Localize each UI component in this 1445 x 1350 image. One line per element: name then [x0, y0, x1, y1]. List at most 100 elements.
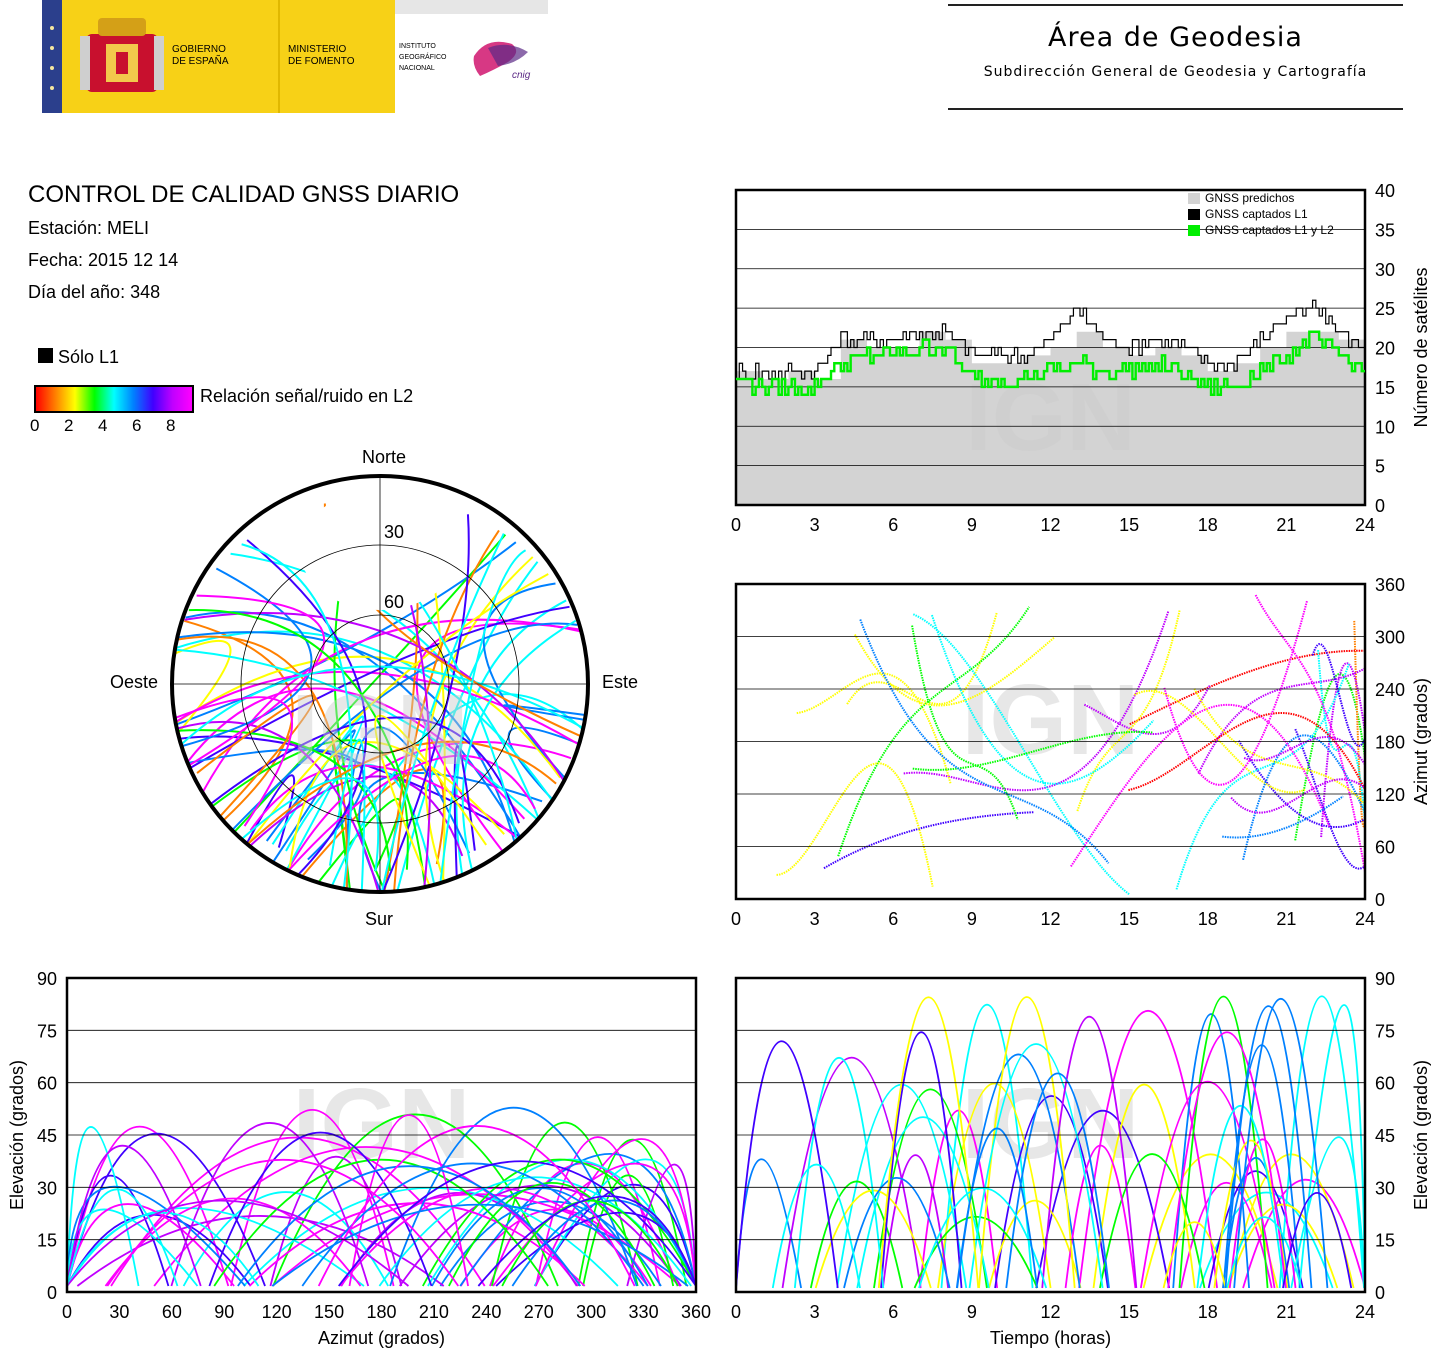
elevation-azimuth-track — [491, 1121, 639, 1287]
elevation-time-track — [1298, 1004, 1366, 1289]
elevation-azimuth-xtick-label: 180 — [366, 1302, 396, 1322]
elevation-azimuth-track — [170, 1122, 370, 1287]
elevation-time-xtick-label: 12 — [1040, 1302, 1060, 1322]
skyplot-track — [265, 729, 356, 863]
elevation-azimuth-track — [66, 1188, 179, 1287]
elevation-time-track — [1199, 1191, 1334, 1289]
elevation-azimuth-ytick-label: 45 — [37, 1126, 57, 1146]
skyplot-track — [196, 694, 316, 818]
elevation-azimuth-track — [271, 1203, 689, 1287]
snr-tick-4: 4 — [98, 416, 108, 435]
elevation-azimuth-xlabel: Azimut (grados) — [318, 1328, 445, 1348]
header-logos: GOBIERNO DE ESPAÑA MINISTERIO DE FOMENTO… — [42, 0, 548, 113]
elevation-time-ytick-label: 75 — [1375, 1021, 1395, 1041]
elevation-azimuth-ytick-label: 60 — [37, 1074, 57, 1094]
azimuth-time-ytick-label: 360 — [1375, 575, 1405, 595]
elevation-time-grid — [736, 1029, 1365, 1241]
series-l1l2-line — [736, 330, 1365, 396]
satellite-count-chart: IGN 0 5 10 15 20 25 30 35 40 0 3 6 9 12 15 18 21 24 Número … — [731, 181, 1431, 535]
ministry-label-1: MINISTERIO — [288, 44, 347, 55]
elevation-azimuth-track — [213, 1159, 549, 1287]
azimuth-track — [1128, 712, 1366, 792]
elevation-time-track — [940, 1004, 1034, 1289]
satellite-count-xtick-label: 21 — [1276, 515, 1296, 535]
elevation-time-xtick-label: 3 — [810, 1302, 820, 1322]
elevation-time-track — [793, 1056, 885, 1289]
satellite-count-ytick-label: 10 — [1375, 417, 1395, 437]
satellite-count-ytick-label: 5 — [1375, 457, 1385, 477]
skyplot-track — [175, 648, 539, 821]
azimuth-track — [1243, 736, 1366, 766]
elevation-azimuth-xtick-label: 60 — [162, 1302, 182, 1322]
satellite-count-xtick-label: 18 — [1198, 515, 1218, 535]
azimuth-track — [1320, 662, 1366, 838]
elevation-azimuth-track — [66, 1203, 235, 1287]
elevation-time-track — [1278, 995, 1365, 1289]
azimuth-tracks — [776, 594, 1366, 896]
skyplot-track — [393, 529, 500, 892]
skyplot-track — [240, 777, 380, 872]
elevation-time-track — [1196, 1105, 1285, 1289]
skyplot-west-label: Oeste — [110, 672, 158, 692]
elevation-azimuth-track — [66, 1145, 202, 1287]
elevation-time-ytick-label: 15 — [1375, 1231, 1395, 1251]
snr-tick-2: 2 — [64, 416, 74, 435]
azimuth-track — [1083, 684, 1211, 735]
skyplot-north-label: Norte — [362, 447, 406, 467]
elevation-time-ytick-label: 90 — [1375, 969, 1395, 989]
elevation-azimuth-track — [338, 1160, 697, 1287]
azimuth-track — [912, 613, 1131, 896]
skyplot-track — [188, 594, 325, 767]
skyplot-track — [301, 768, 445, 878]
azimuth-track — [1197, 667, 1366, 775]
azimuth-time-ytick-label: 0 — [1375, 890, 1385, 910]
skyplot-track — [381, 514, 470, 892]
satellite-count-ytick-label: 20 — [1375, 339, 1395, 359]
elevation-azimuth-xtick-label: 300 — [576, 1302, 606, 1322]
azimuth-track — [854, 634, 1055, 707]
skyplot-track — [177, 720, 380, 892]
snr-colorbar — [34, 385, 194, 413]
institute-label-2: GEOGRÁFICO — [399, 52, 447, 61]
area-title: Área de Geodesia — [1048, 22, 1303, 53]
satellite-count-xtick-label: 15 — [1119, 515, 1139, 535]
azimuth-time-ytick-label: 60 — [1375, 838, 1395, 858]
skyplot-track — [328, 738, 366, 892]
skyplot-track — [174, 670, 578, 745]
cnig-label: cnig — [512, 70, 531, 81]
azimuth-track — [1133, 690, 1306, 794]
elevation-time-track — [1222, 1156, 1291, 1289]
elevation-azimuth-xtick-label: 90 — [214, 1302, 234, 1322]
ministry-label-2: DE FOMENTO — [288, 56, 355, 67]
elevation-time-ytick-label: 45 — [1375, 1126, 1395, 1146]
skyplot-track — [241, 543, 353, 889]
azimuth-time-xtick-label: 0 — [731, 909, 741, 929]
azimuth-track — [1222, 795, 1344, 839]
skyplot-track — [187, 748, 365, 861]
ign-watermark: IGN — [965, 364, 1136, 471]
elevation-azimuth-track — [182, 1191, 389, 1287]
elevation-time-track — [1282, 1192, 1353, 1289]
report-date: Fecha: 2015 12 14 — [28, 250, 179, 270]
azimuth-track — [1311, 643, 1366, 747]
elevation-time-xtick-label: 0 — [731, 1302, 741, 1322]
azimuth-time-xtick-label: 3 — [810, 909, 820, 929]
skyplot-track — [249, 775, 464, 857]
area-subtitle: Subdirección General de Geodesia y Carto… — [983, 64, 1368, 80]
elevation-time-track — [994, 1095, 1109, 1289]
elevation-time-track — [1167, 1031, 1287, 1289]
skyplot-track — [174, 639, 232, 734]
elevation-time-track — [1041, 1015, 1138, 1289]
azimuth-time-ytick-label: 300 — [1375, 628, 1405, 648]
elevation-azimuth-track — [66, 1126, 230, 1287]
cnig-logo-icon: cnig — [473, 41, 531, 81]
skyplot-track — [288, 741, 505, 872]
elevation-azimuth-xtick-label: 240 — [471, 1302, 501, 1322]
elevation-azimuth-track — [66, 1199, 410, 1287]
elevation-time-track — [1099, 1153, 1206, 1289]
azimuth-track — [1254, 594, 1366, 873]
elevation-azimuth-grid — [67, 1029, 696, 1241]
azimuth-track — [911, 625, 1019, 821]
satellite-count-ytick-label: 25 — [1375, 299, 1395, 319]
